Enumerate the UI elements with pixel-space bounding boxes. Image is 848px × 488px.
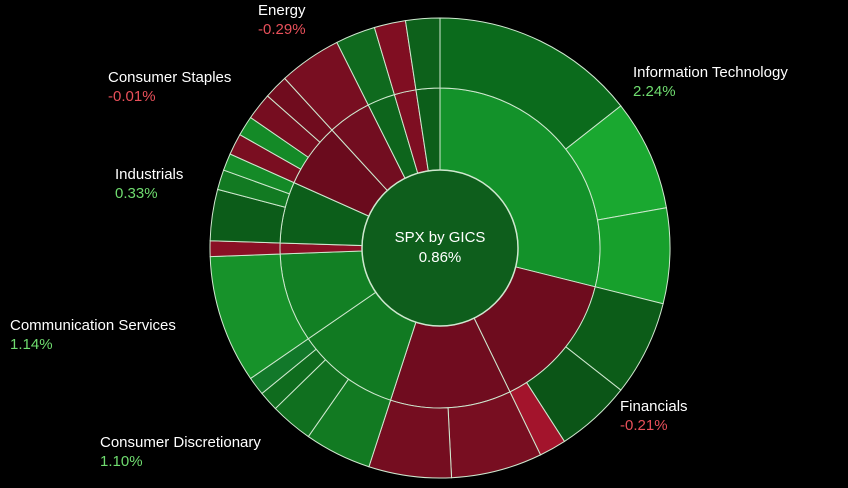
rings bbox=[209, 17, 671, 479]
sector-label: Financials bbox=[620, 398, 688, 415]
sector-change: -0.29% bbox=[258, 21, 306, 38]
sector-label: Industrials bbox=[115, 166, 183, 183]
sector-change: 1.14% bbox=[10, 336, 53, 353]
sector-change: 2.24% bbox=[633, 83, 676, 100]
sector-label: Information Technology bbox=[633, 64, 788, 81]
sector-label: Energy bbox=[258, 2, 306, 19]
center-title: SPX by GICS bbox=[395, 229, 486, 246]
sector-change: 0.33% bbox=[115, 185, 158, 202]
sub-wedge bbox=[209, 240, 281, 258]
sector-change: -0.01% bbox=[108, 88, 156, 105]
labels: SPX by GICS 0.86% Information Technology 2.… bbox=[10, 2, 788, 470]
sector-label: Consumer Discretionary bbox=[100, 434, 261, 451]
sub-wedge bbox=[404, 17, 441, 91]
sector-label: Consumer Staples bbox=[108, 69, 231, 86]
sector-change: -0.21% bbox=[620, 417, 668, 434]
sector-label: Communication Services bbox=[10, 317, 176, 334]
sector-change: 1.10% bbox=[100, 453, 143, 470]
center-circle bbox=[361, 169, 519, 327]
center-value: 0.86% bbox=[419, 249, 462, 266]
